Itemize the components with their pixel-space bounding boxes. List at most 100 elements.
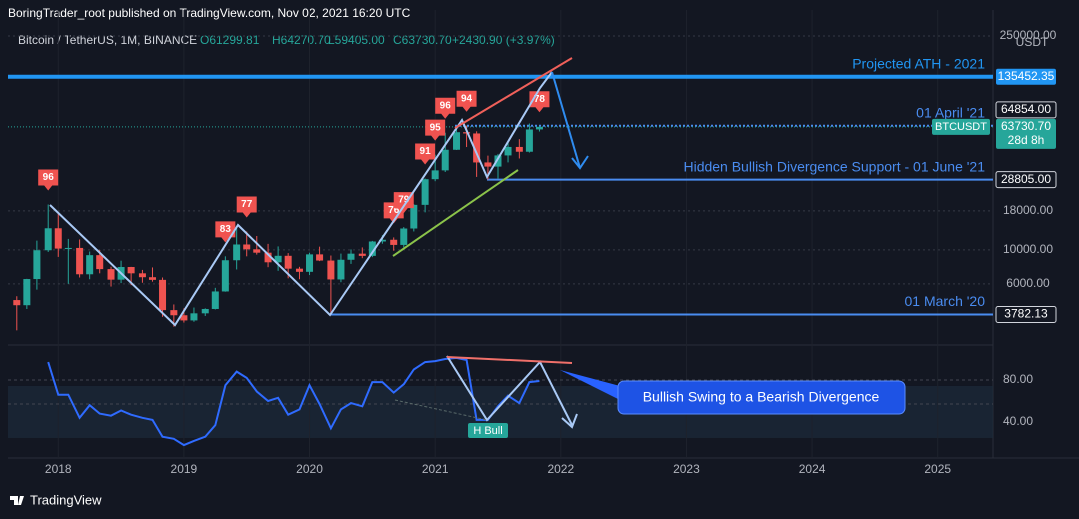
callout-text: Bullish Swing to a Bearish Divergence xyxy=(643,389,880,405)
symbol-box xyxy=(932,118,990,135)
y-tick-label: 6000.00 xyxy=(1006,276,1050,290)
candle-body xyxy=(264,252,272,263)
candle-body xyxy=(138,273,146,278)
x-tick-label: 2019 xyxy=(171,462,198,476)
footer: TradingView xyxy=(30,492,102,507)
level-price: 135452.35 xyxy=(998,69,1055,83)
x-tick-label: 2018 xyxy=(45,462,72,476)
candle-body xyxy=(421,179,429,205)
publisher: BoringTrader_root published on TradingVi… xyxy=(8,6,411,20)
candle-body xyxy=(86,255,94,275)
y-tick-label: 250000.00 xyxy=(1000,28,1057,42)
level-price: 64854.00 xyxy=(1001,102,1051,116)
trend-line xyxy=(392,169,519,257)
rsi-hidden xyxy=(394,399,488,421)
candle-body xyxy=(13,300,21,306)
candle-body xyxy=(54,228,62,249)
candle-body xyxy=(306,254,314,272)
callout-pointer xyxy=(560,370,620,400)
candle-body xyxy=(23,279,31,306)
candle-body xyxy=(233,244,241,261)
h-bull-label xyxy=(468,423,508,438)
candle-body xyxy=(190,313,198,321)
candle-body xyxy=(253,249,261,253)
arrow-head xyxy=(561,413,578,429)
symbol-name: BTCUSDT xyxy=(935,121,987,133)
signal-label: 79 xyxy=(398,195,410,206)
candle-body xyxy=(33,250,41,280)
signal-marker xyxy=(236,196,257,218)
ohlc-low: L59405.00 xyxy=(328,33,385,47)
arrow-head xyxy=(571,155,589,170)
trend-line xyxy=(454,57,573,129)
level-label: Hidden Bullish Divergence Support - 01 J… xyxy=(683,158,985,174)
candle-body xyxy=(473,133,481,163)
candle-body xyxy=(127,267,135,274)
candle-body xyxy=(316,254,324,261)
candle-body xyxy=(148,277,156,280)
zigzag xyxy=(49,71,553,327)
level-label: 01 April '21 xyxy=(916,104,985,120)
y-tick-label: 18000.00 xyxy=(1003,203,1053,217)
level-price-box xyxy=(995,171,1057,189)
signal-label: 77 xyxy=(241,199,253,210)
callout xyxy=(617,380,906,415)
candle-body xyxy=(453,132,461,150)
candle-body xyxy=(494,155,502,167)
candle-body xyxy=(76,247,84,275)
candle-body xyxy=(390,239,398,245)
symbol: Bitcoin / TetherUS, 1M, BINANCE xyxy=(18,33,197,47)
rsi-zigzag xyxy=(446,355,573,426)
candle-body xyxy=(44,228,52,251)
candle-body xyxy=(410,204,418,229)
candle-body xyxy=(180,315,188,321)
rsi-tick-label: 80.00 xyxy=(1003,372,1033,386)
logo xyxy=(10,496,24,505)
h-bull-text: H Bull xyxy=(473,425,502,437)
signal-label: 78 xyxy=(534,94,546,105)
candle-body xyxy=(211,291,219,309)
candle-body xyxy=(525,129,533,152)
candle-body xyxy=(284,255,292,269)
rsi-tick-label: 40.00 xyxy=(1003,414,1033,428)
signal-marker xyxy=(456,90,477,112)
candle-body xyxy=(64,247,72,249)
candle-body xyxy=(295,268,303,272)
candle-body xyxy=(170,310,178,316)
level-label: 01 March '20 xyxy=(905,293,986,309)
level-price-box xyxy=(996,68,1056,85)
level-price: 28805.00 xyxy=(1001,172,1051,186)
ohlc-high: H64270.70 xyxy=(272,33,331,47)
candle-body xyxy=(441,149,449,171)
ohlc-close: C63730.70 xyxy=(393,33,452,47)
candle-body xyxy=(337,259,345,280)
signal-label: 96 xyxy=(440,100,452,111)
x-tick-label: 2021 xyxy=(422,462,449,476)
candle-body xyxy=(327,260,335,280)
signal-label: 95 xyxy=(430,122,442,133)
countdown: 28d 8h xyxy=(1008,133,1045,147)
x-tick-label: 2025 xyxy=(924,462,951,476)
candle-body xyxy=(107,269,115,280)
candle-body xyxy=(274,255,282,263)
candle-body xyxy=(347,253,355,260)
candle-body xyxy=(221,260,229,292)
candle-body xyxy=(96,255,104,270)
drawings xyxy=(49,57,620,429)
level-price-box xyxy=(995,101,1057,119)
x-tick-label: 2020 xyxy=(296,462,323,476)
candle-body xyxy=(515,146,523,152)
rsi-divergence xyxy=(446,356,573,364)
candle-body xyxy=(201,308,209,314)
ohlc-change: +2430.90 (+3.97%) xyxy=(452,33,555,47)
signal-label: 94 xyxy=(461,93,473,104)
candle-body xyxy=(368,241,376,256)
candle-body xyxy=(504,146,512,156)
candle-body xyxy=(431,170,439,180)
signal-label: 91 xyxy=(420,146,432,157)
last-price: 63730.70 xyxy=(1001,119,1051,133)
candle-body xyxy=(159,279,167,311)
x-tick-label: 2024 xyxy=(799,462,826,476)
arrow xyxy=(551,71,581,169)
